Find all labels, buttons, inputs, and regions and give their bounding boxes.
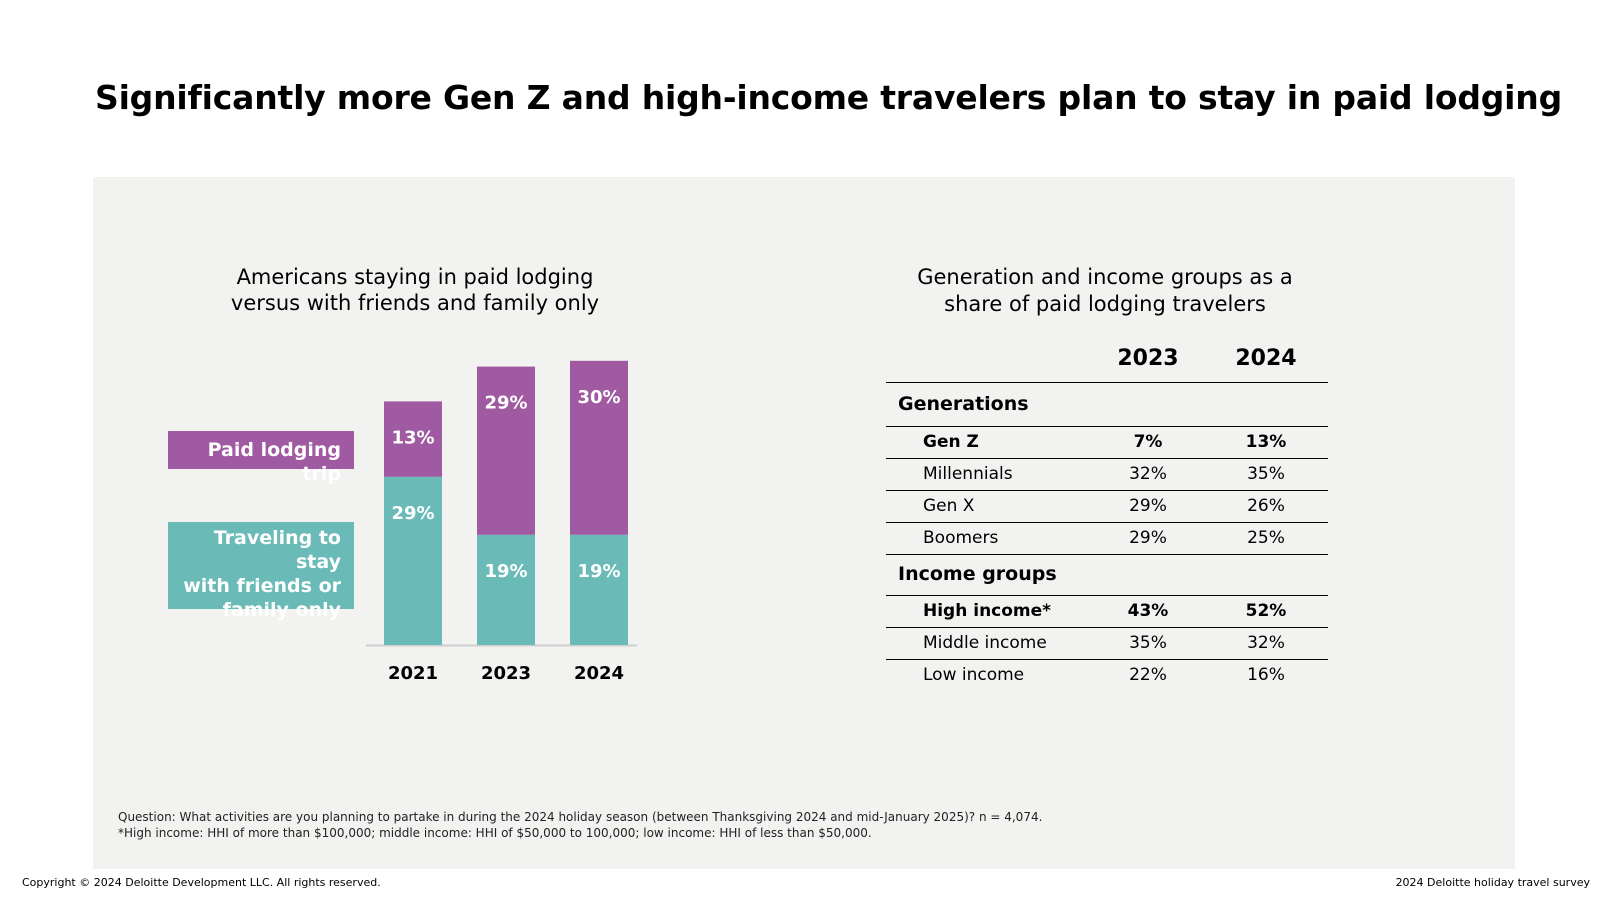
legend-friends-family-line-3: family only (222, 599, 341, 621)
row-label: Millennials (923, 464, 1013, 484)
data-label-paid-lodging-2024: 30% (577, 387, 620, 408)
bar-paid-lodging-2024 (570, 360, 628, 535)
group-header-income: Income groups (886, 555, 1328, 596)
row-value-2023: 29% (1129, 496, 1167, 516)
data-label-paid-lodging-2023: 29% (484, 393, 527, 414)
row-value-2024: 52% (1245, 601, 1287, 621)
row-value-2024: 25% (1247, 528, 1285, 548)
footnote-question: Question: What activities are you planni… (118, 810, 1043, 824)
row-value-2023: 32% (1129, 464, 1167, 484)
page-title: Significantly more Gen Z and high-income… (95, 78, 1562, 117)
x-tick-label-2023: 2023 (481, 663, 531, 684)
x-tick-label-2024: 2024 (574, 663, 624, 684)
legend-friends-family-line-2: with friends or (183, 575, 341, 597)
footnote: Question: What activities are you planni… (118, 809, 1418, 841)
table-row: Middle income 35% 32% (886, 628, 1328, 660)
row-value-2024: 35% (1247, 464, 1285, 484)
bar-paid-lodging-2023 (477, 366, 535, 535)
legend-paid-lodging-label: Paid lodging trip (207, 439, 341, 485)
row-label: Gen X (923, 496, 975, 516)
table-row: Millennials 32% 35% (886, 459, 1328, 491)
row-label: Boomers (923, 528, 999, 548)
row-value-2024: 16% (1247, 665, 1285, 685)
bar-friends-family-2024 (570, 534, 628, 645)
group-header-generations: Generations (886, 383, 1328, 427)
copyright-text: Copyright © 2024 Deloitte Development LL… (22, 876, 381, 889)
group-label: Generations (898, 393, 1029, 415)
table-row: Gen Z 7% 13% (886, 427, 1328, 459)
row-value-2024: 32% (1247, 633, 1285, 653)
bar-chart-title: Americans staying in paid lodging versus… (200, 264, 630, 316)
legend-friends-family-line-1: Traveling to stay (213, 527, 341, 573)
table-row: Low income 22% 16% (886, 660, 1328, 692)
group-label: Income groups (898, 563, 1057, 585)
row-label: High income* (923, 601, 1052, 621)
bar-chart-title-line-1: Americans staying in paid lodging (236, 265, 594, 289)
table-row: High income* 43% 52% (886, 596, 1328, 628)
row-value-2024: 26% (1247, 496, 1285, 516)
table-row: Gen X 29% 26% (886, 491, 1328, 523)
legend-paid-lodging: Paid lodging trip (168, 431, 354, 485)
row-value-2024: 13% (1245, 432, 1287, 452)
row-value-2023: 35% (1129, 633, 1167, 653)
data-label-friends-family-2021: 29% (391, 503, 434, 524)
bar-chart-title-line-2: versus with friends and family only (230, 291, 600, 315)
table-title-line-2: share of paid lodging travelers (944, 292, 1266, 316)
row-value-2023: 43% (1127, 601, 1169, 621)
x-tick-label-2021: 2021 (388, 663, 438, 684)
table-title: Generation and income groups as a share … (885, 264, 1325, 318)
data-label-friends-family-2024: 19% (577, 561, 620, 582)
share-table: 2023 2024 Generations Gen Z 7% 13% Mille… (886, 340, 1328, 692)
row-value-2023: 7% (1133, 432, 1163, 452)
bar-friends-family-2023 (477, 534, 535, 645)
table-title-line-1: Generation and income groups as a (917, 265, 1293, 289)
row-value-2023: 29% (1129, 528, 1167, 548)
bar-paid-lodging-2021 (384, 401, 442, 477)
column-header-2024: 2024 (1235, 346, 1297, 371)
table-header: 2023 2024 (886, 340, 1328, 383)
column-header-2023: 2023 (1117, 346, 1179, 371)
row-label: Middle income (923, 633, 1047, 653)
footnote-income: *High income: HHI of more than $100,000;… (118, 826, 872, 840)
legend-friends-family: Traveling to stay with friends or family… (168, 522, 354, 621)
table-row: Boomers 29% 25% (886, 523, 1328, 555)
row-value-2023: 22% (1129, 665, 1167, 685)
data-label-paid-lodging-2021: 13% (391, 427, 434, 448)
row-label: Low income (923, 665, 1025, 685)
bar-friends-family-2021 (384, 476, 442, 645)
data-label-friends-family-2023: 19% (484, 561, 527, 582)
survey-name: 2024 Deloitte holiday travel survey (1395, 876, 1590, 889)
row-label: Gen Z (923, 432, 979, 452)
